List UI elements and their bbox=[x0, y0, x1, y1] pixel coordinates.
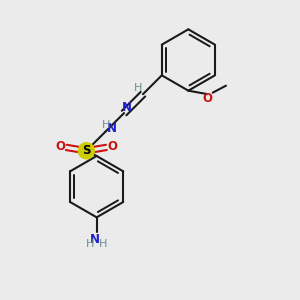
Circle shape bbox=[78, 143, 94, 159]
Text: N: N bbox=[107, 122, 117, 135]
Text: O: O bbox=[203, 92, 213, 105]
Text: N: N bbox=[122, 100, 132, 113]
Text: H: H bbox=[86, 239, 94, 249]
Text: H: H bbox=[134, 83, 142, 93]
Text: O: O bbox=[107, 140, 117, 153]
Text: H: H bbox=[98, 239, 107, 249]
Text: H: H bbox=[102, 120, 110, 130]
Text: N: N bbox=[90, 233, 100, 246]
Text: S: S bbox=[82, 144, 91, 157]
Text: O: O bbox=[56, 140, 65, 153]
